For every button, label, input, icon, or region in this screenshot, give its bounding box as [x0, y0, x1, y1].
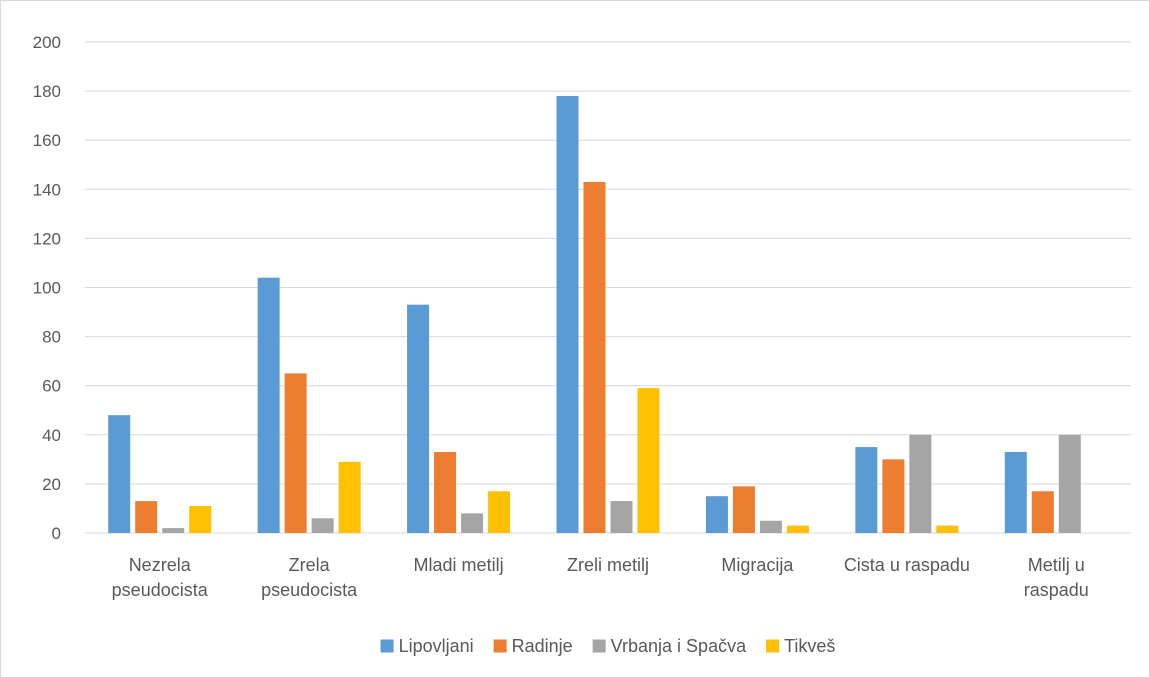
legend-swatch: [592, 639, 606, 653]
bar-vrbanja-i-spačva-2: [461, 513, 484, 533]
y-tick-label: 80: [42, 328, 61, 347]
bar-vrbanja-i-spačva-5: [909, 434, 932, 533]
legend-swatch: [766, 639, 780, 653]
x-category-label-line: pseudocista: [261, 580, 358, 600]
legend-item-tikveš: Tikveš: [766, 636, 835, 656]
bar-lipovljani-6: [1004, 451, 1027, 533]
bar-radinje-4: [732, 486, 755, 533]
x-category-label-line: Cista u raspadu: [844, 555, 970, 575]
bar-lipovljani-1: [257, 277, 280, 533]
legend-label: Tikveš: [784, 636, 835, 656]
x-category-label: Zreli metilj: [567, 555, 649, 575]
bar-vrbanja-i-spačva-1: [311, 518, 334, 533]
x-category-label-line: Zreli metilj: [567, 555, 649, 575]
y-tick-label: 0: [52, 524, 61, 543]
y-tick-label: 140: [33, 180, 61, 199]
x-category-label-line: Migracija: [721, 555, 794, 575]
legend-swatch: [493, 639, 507, 653]
bars: [108, 96, 1081, 533]
bar-vrbanja-i-spačva-0: [162, 528, 185, 533]
y-tick-label: 60: [42, 377, 61, 396]
bar-tikveš-2: [488, 491, 511, 533]
legend-item-lipovljani: Lipovljani: [380, 636, 474, 656]
x-category-label-line: Zrela: [289, 555, 331, 575]
bar-lipovljani-2: [407, 304, 430, 533]
x-category-label-line: Metilj u: [1028, 555, 1085, 575]
bar-lipovljani-5: [855, 447, 878, 533]
x-category-label: Migracija: [721, 555, 794, 575]
bar-lipovljani-4: [705, 496, 728, 533]
bar-radinje-3: [583, 181, 606, 533]
bar-tikveš-0: [189, 505, 212, 533]
x-category-label: Zrela pseudocista: [261, 555, 358, 600]
legend-label: Radinje: [512, 636, 573, 656]
x-category-label: Cista u raspadu: [844, 555, 970, 575]
legend-item-radinje: Radinje: [493, 636, 573, 656]
y-tick-label: 120: [33, 229, 61, 248]
x-category-label-line: Mladi metilj: [414, 555, 504, 575]
x-category-label: Mladi metilj: [414, 555, 504, 575]
y-tick-label: 40: [42, 426, 61, 445]
bar-radinje-1: [284, 373, 307, 533]
bar-vrbanja-i-spačva-3: [610, 501, 633, 533]
bar-radinje-6: [1031, 491, 1054, 533]
legend-label: Vrbanja i Spačva: [611, 636, 747, 656]
y-tick-label: 160: [33, 131, 61, 150]
bar-vrbanja-i-spačva-4: [759, 520, 782, 533]
bar-tikveš-3: [637, 388, 660, 533]
x-category-label-line: pseudocista: [112, 580, 209, 600]
legend-swatch: [380, 639, 394, 653]
y-tick-label: 100: [33, 279, 61, 298]
bar-vrbanja-i-spačva-6: [1058, 434, 1081, 533]
y-axis-ticks: 0 20 40 60 80 100 120 140 160 180 200: [33, 33, 61, 543]
bar-lipovljani-3: [556, 96, 579, 533]
bar-tikveš-4: [786, 525, 809, 533]
y-tick-label: 180: [33, 82, 61, 101]
bar-radinje-5: [882, 459, 905, 533]
x-category-label: Nezrela pseudocista: [112, 555, 209, 600]
legend-item-vrbanja-i-spačva: Vrbanja i Spačva: [592, 636, 747, 656]
x-axis-category-labels: Nezrela pseudocista Zrela pseudocista Mladi …: [112, 555, 1089, 600]
bar-tikveš-5: [936, 525, 959, 533]
bar-radinje-0: [135, 501, 158, 533]
x-category-label-line: raspadu: [1024, 580, 1089, 600]
y-tick-label: 20: [42, 475, 61, 494]
legend-label: Lipovljani: [399, 636, 474, 656]
bar-radinje-2: [434, 451, 457, 533]
bar-lipovljani-0: [108, 415, 131, 533]
legend: Lipovljani Radinje Vrbanja i Spačva Tikveš: [380, 636, 835, 656]
x-category-label: Metilj u raspadu: [1024, 555, 1089, 600]
y-tick-label: 200: [33, 33, 61, 52]
bar-tikveš-1: [338, 461, 361, 533]
x-category-label-line: Nezrela: [129, 555, 192, 575]
gridlines: [85, 41, 1131, 534]
